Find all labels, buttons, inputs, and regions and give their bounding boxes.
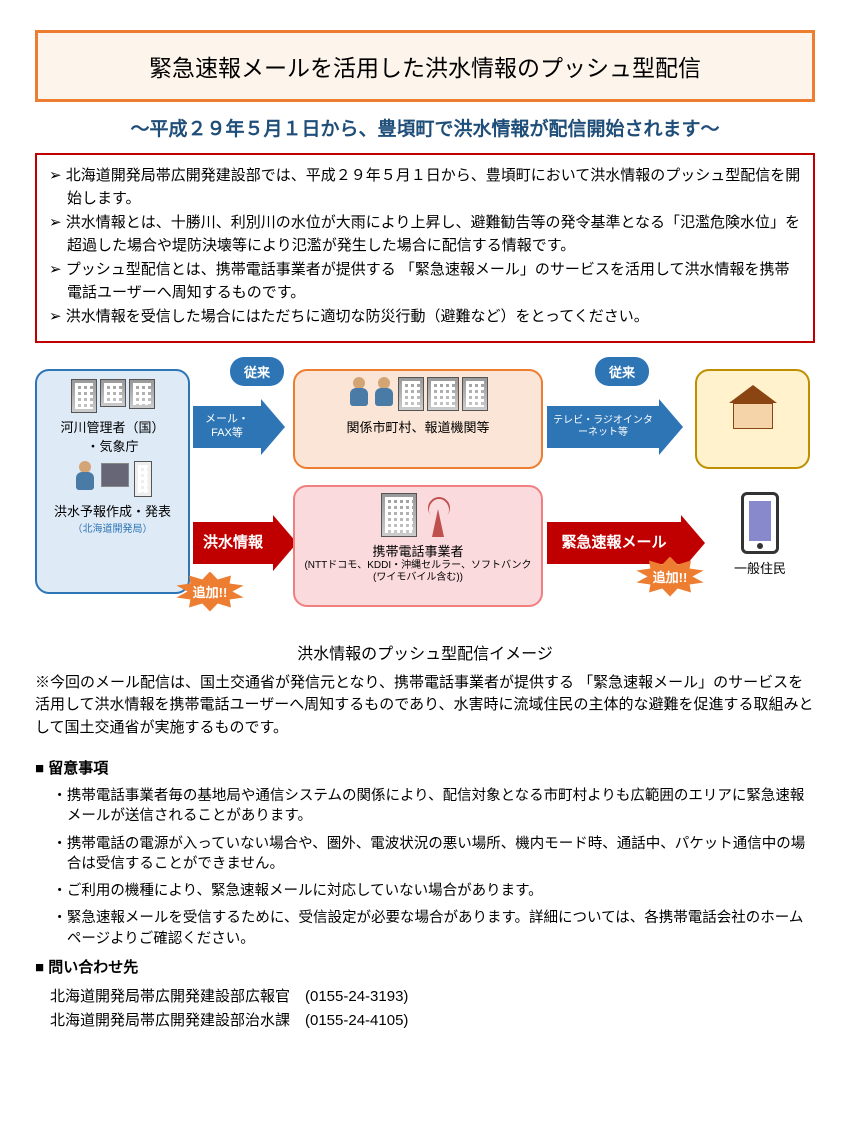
building-icon	[398, 377, 424, 411]
node-carrier: 携帯電話事業者 (NTTドコモ、KDDI・沖縄セルラー、ソフトバンク(ワイモバイ…	[293, 485, 543, 607]
person-icon	[74, 461, 96, 491]
notes-heading: ■ 留意事項	[35, 757, 815, 778]
subtitle: ～平成２９年５月１日から、豊頃町で洪水情報が配信開始されます～	[35, 114, 815, 141]
source-label-1: 河川管理者（国）	[43, 417, 182, 436]
node-resident: 一般住民	[715, 492, 805, 577]
server-icon	[134, 461, 152, 497]
building-icon	[381, 493, 417, 537]
arrow-label: 洪水情報	[193, 522, 273, 564]
note-item: ・携帯電話の電源が入っていない場合や、圏外、電波状況の悪い場所、機内モード時、通…	[35, 834, 815, 875]
building-icon	[100, 379, 126, 407]
carrier-title: 携帯電話事業者	[301, 541, 535, 560]
badge-conventional: 従来	[595, 357, 649, 386]
explanation-text: ※今回のメール配信は、国土交通省が発信元となり、携帯電話事業者が提供する 「緊急…	[35, 672, 815, 740]
house-icon	[729, 385, 777, 433]
note-item: ・緊急速報メールを受信するために、受信設定が必要な場合があります。詳細については…	[35, 908, 815, 949]
resident-label: 一般住民	[715, 558, 805, 577]
carrier-sub: (NTTドコモ、KDDI・沖縄セルラー、ソフトバンク(ワイモバイル含む))	[301, 560, 535, 585]
arrow-label: 緊急速報メール	[547, 522, 681, 564]
building-icon	[427, 377, 459, 411]
contacts-list: 北海道開発局帯広開発建設部広報官 (0155-24-3193) 北海道開発局帯広…	[35, 985, 815, 1033]
note-item: ・ご利用の機種により、緊急速報メールに対応していない場合があります。	[35, 881, 815, 901]
node-household	[695, 369, 810, 469]
arrow-mail-fax: メール・FAX等	[193, 399, 285, 455]
main-title: 緊急速報メールを活用した洪水情報のプッシュ型配信	[35, 30, 815, 102]
arrow-emergency-mail: 緊急速報メール	[547, 515, 705, 571]
building-icon	[71, 379, 97, 413]
flow-diagram: 河川管理者（国） ・気象庁 洪水予報作成・発表 （北海道開発局） 従来 メール・…	[35, 357, 815, 632]
arrow-tv-radio: テレビ・ラジオインターネット等	[547, 399, 683, 455]
arrow-label: メール・FAX等	[193, 406, 261, 448]
source-label-4: （北海道開発局）	[43, 520, 182, 535]
police-icon	[373, 377, 395, 407]
node-source: 河川管理者（国） ・気象庁 洪水予報作成・発表 （北海道開発局）	[35, 369, 190, 594]
agencies-label: 関係市町村、報道機関等	[301, 417, 535, 436]
arrow-flood-info: 洪水情報	[193, 515, 297, 571]
badge-conventional: 従来	[230, 357, 284, 386]
info-box: ➢ 北海道開発局帯広開発建設部では、平成２９年５月１日から、豊頃町において洪水情…	[35, 153, 815, 343]
contact-item: 北海道開発局帯広開発建設部広報官 (0155-24-3193)	[35, 985, 815, 1009]
info-bullet: ➢ 北海道開発局帯広開発建設部では、平成２９年５月１日から、豊頃町において洪水情…	[49, 165, 801, 210]
building-icon	[462, 377, 488, 411]
contact-item: 北海道開発局帯広開発建設部治水課 (0155-24-4105)	[35, 1009, 815, 1033]
contact-heading: ■ 問い合わせ先	[35, 956, 815, 977]
info-bullet: ➢ 洪水情報を受信した場合にはただちに適切な防災行動（避難など）をとってください…	[49, 306, 801, 329]
smartphone-icon	[741, 492, 779, 554]
info-bullet: ➢ プッシュ型配信とは、携帯電話事業者が提供する 「緊急速報メール」のサービスを…	[49, 259, 801, 304]
source-label-2: ・気象庁	[43, 436, 182, 455]
info-bullet: ➢ 洪水情報とは、十勝川、利別川の水位が大雨により上昇し、避難勧告等の発令基準と…	[49, 212, 801, 257]
person-icon	[348, 377, 370, 407]
note-item: ・携帯電話事業者毎の基地局や通信システムの関係により、配信対象となる市町村よりも…	[35, 786, 815, 827]
node-agencies: 関係市町村、報道機関等	[293, 369, 543, 469]
arrow-label: テレビ・ラジオインターネット等	[547, 406, 659, 448]
antenna-icon	[420, 497, 456, 537]
notes-list: ・携帯電話事業者毎の基地局や通信システムの関係により、配信対象となる市町村よりも…	[35, 786, 815, 949]
building-icon	[129, 379, 155, 409]
source-label-3: 洪水予報作成・発表	[43, 501, 182, 520]
diagram-caption: 洪水情報のプッシュ型配信イメージ	[35, 640, 815, 664]
computer-icon	[101, 463, 129, 487]
